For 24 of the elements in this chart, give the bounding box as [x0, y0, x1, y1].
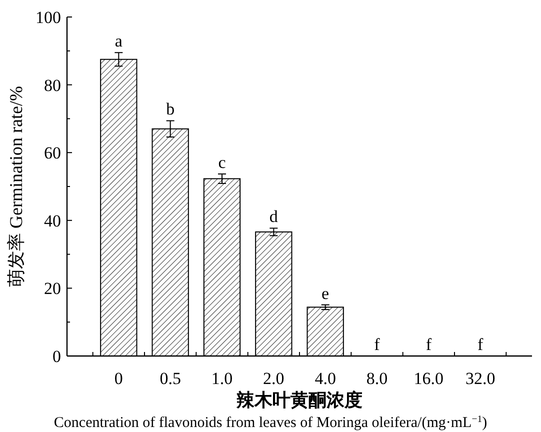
x-tick-label: 4.0 — [314, 369, 336, 388]
annotation: f — [374, 335, 380, 354]
y-axis-title: 萌发率 Germination rate/% — [6, 86, 26, 287]
y-tick-label: 40 — [44, 211, 61, 230]
annotation: d — [269, 207, 278, 226]
y-tick-label: 80 — [44, 76, 61, 95]
annotation: e — [322, 284, 330, 303]
y-tick-label: 20 — [44, 279, 61, 298]
y-tick-label: 100 — [36, 8, 61, 27]
x-tick-label: 2.0 — [263, 369, 284, 388]
x-tick-label: 0.5 — [160, 369, 181, 388]
x-tick-label: 0 — [114, 369, 123, 388]
annotation: c — [218, 152, 226, 172]
annotation: a — [114, 32, 123, 51]
x-tick-label: 32.0 — [465, 369, 496, 388]
annotation: f — [426, 335, 432, 354]
y-tick-label: 60 — [44, 144, 61, 163]
x-tick-label: 16.0 — [414, 369, 444, 388]
y-tick-label: 0 — [52, 347, 61, 366]
annotation: b — [166, 100, 175, 119]
x-tick-label: 8.0 — [366, 369, 388, 388]
annotation: f — [477, 335, 484, 354]
x-axis-title: 辣木叶黄酮浓度 Concentration of flavonoids from leaves of Moringa oleifera/(mg·mL$^{−1}$) — [54, 390, 488, 431]
x-tick-label: 1.0 — [211, 369, 233, 388]
